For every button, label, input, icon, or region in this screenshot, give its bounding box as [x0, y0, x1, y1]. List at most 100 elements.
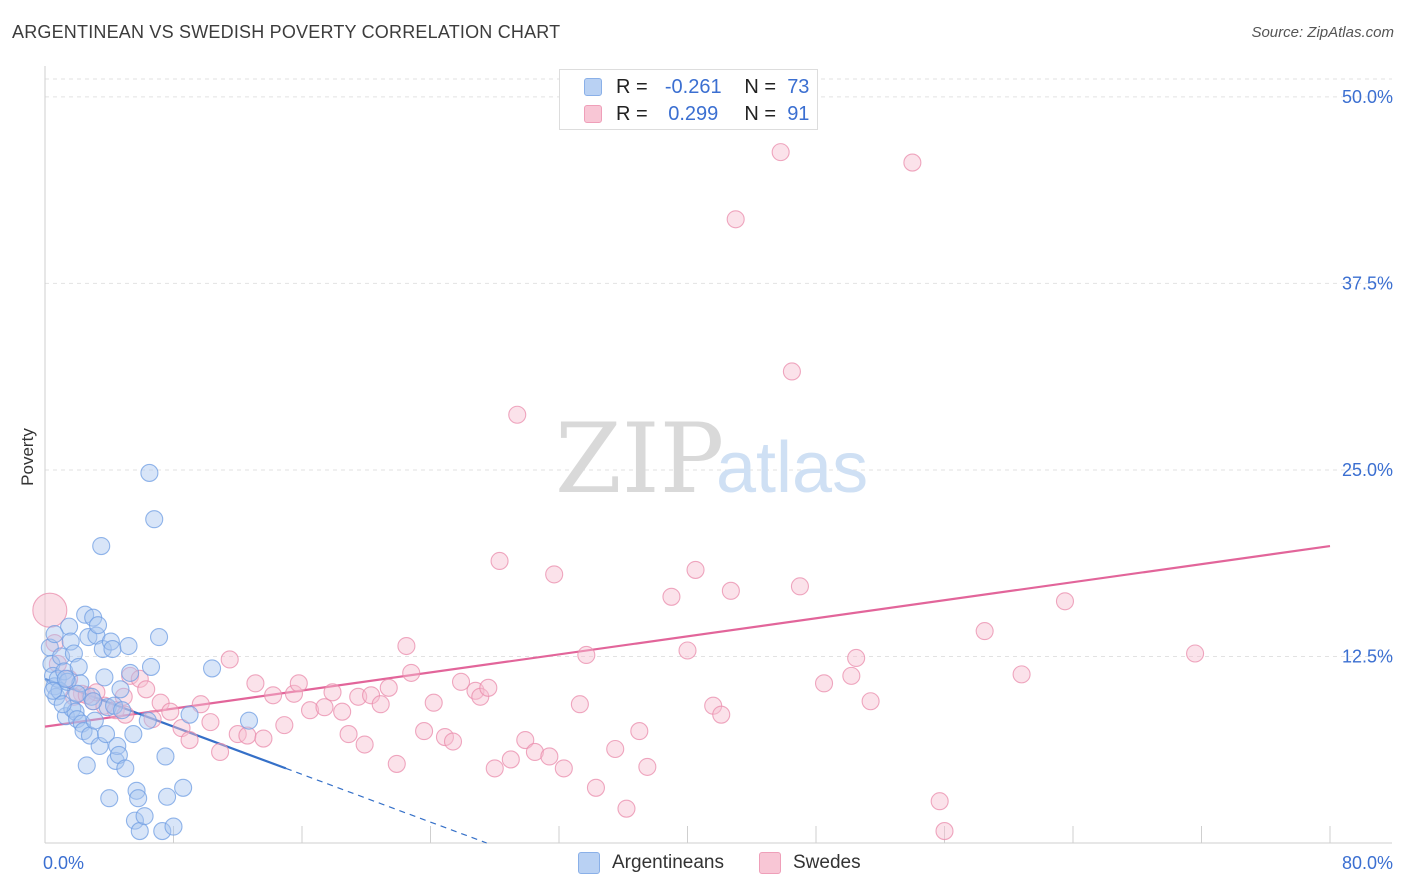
y-tick-label: 12.5%	[1342, 646, 1393, 666]
point-swedes	[686, 560, 705, 579]
point-swedes	[508, 405, 527, 424]
point-swedes	[355, 735, 374, 754]
point-swedes	[333, 702, 352, 721]
legend-label: Argentineans	[612, 852, 724, 873]
point-swedes	[339, 725, 358, 744]
point-swedes	[501, 750, 520, 769]
data-points	[32, 143, 1205, 841]
blue-swatch	[578, 852, 600, 874]
point-swedes	[137, 680, 156, 699]
point-argentineans	[125, 811, 144, 830]
point-argentineans	[153, 822, 172, 841]
point-swedes	[617, 799, 636, 818]
point-swedes	[1055, 592, 1075, 611]
point-swedes	[545, 565, 564, 584]
point-argentineans	[77, 756, 96, 775]
legend-item-swedes[interactable]: Swedes	[759, 852, 861, 874]
blue-swatch	[584, 78, 602, 96]
point-argentineans	[60, 617, 79, 636]
point-swedes	[397, 636, 416, 656]
point-argentineans	[121, 663, 140, 682]
point-argentineans	[45, 625, 64, 644]
point-argentineans	[69, 657, 88, 676]
point-swedes	[586, 778, 605, 797]
n-label: N =	[744, 75, 777, 98]
source-label: Source: ZipAtlas.com	[1251, 24, 1394, 41]
point-swedes	[228, 725, 247, 744]
point-swedes	[443, 732, 463, 751]
r-value: 0.299	[668, 102, 719, 125]
point-argentineans	[140, 463, 159, 482]
y-tick-label: 25.0%	[1342, 460, 1393, 480]
point-argentineans	[164, 817, 183, 836]
point-argentineans	[158, 787, 177, 806]
point-swedes	[180, 730, 199, 750]
point-swedes	[1012, 665, 1031, 684]
point-swedes	[254, 729, 273, 748]
point-argentineans	[56, 707, 75, 726]
pink-swatch	[584, 105, 602, 123]
point-swedes	[315, 698, 334, 717]
correlation-legend: R = -0.261 N = 73 R = 0.299 N = 91	[559, 69, 818, 130]
point-swedes	[516, 730, 535, 750]
r-label: R =	[616, 102, 648, 125]
point-swedes	[246, 674, 265, 693]
legend-row-swedes: R = 0.299 N = 91	[584, 102, 809, 126]
trend-line-argentineans-extension	[285, 767, 487, 844]
pink-swatch	[759, 852, 781, 874]
point-swedes	[662, 587, 681, 606]
point-argentineans	[85, 711, 104, 730]
watermark-atlas: atlas	[716, 428, 868, 508]
point-argentineans	[124, 725, 143, 744]
point-swedes	[95, 696, 114, 715]
point-argentineans	[64, 644, 83, 663]
point-argentineans	[100, 789, 119, 808]
point-argentineans	[127, 781, 146, 800]
legend-item-argentineans[interactable]: Argentineans	[578, 852, 724, 874]
point-swedes	[402, 663, 421, 682]
point-swedes	[387, 754, 406, 773]
r-value: -0.261	[664, 75, 722, 98]
tick-labels: 12.5% 25.0% 37.5% 50.0% 0.0% 80.0%	[43, 87, 1393, 873]
point-swedes	[415, 722, 434, 741]
chart-title: ARGENTINEAN VS SWEDISH POVERTY CORRELATI…	[12, 22, 561, 42]
point-swedes	[161, 702, 180, 721]
n-value: 73	[787, 75, 810, 98]
point-swedes	[485, 759, 504, 778]
point-swedes	[275, 716, 294, 735]
point-swedes	[814, 674, 834, 693]
point-swedes	[264, 686, 283, 705]
y-axis-label: Poverty	[18, 428, 37, 486]
point-swedes	[130, 669, 149, 688]
point-swedes	[678, 641, 697, 660]
point-swedes	[577, 645, 596, 665]
point-swedes	[842, 666, 861, 685]
grid-lines	[45, 78, 1392, 657]
trend-lines	[44, 544, 1331, 844]
trend-line-swedes	[44, 544, 1331, 728]
point-argentineans	[149, 628, 169, 647]
point-swedes	[300, 701, 320, 720]
point-swedes	[782, 362, 801, 381]
point-swedes	[284, 684, 304, 703]
point-argentineans	[239, 711, 259, 730]
axes	[44, 66, 1392, 844]
point-swedes	[771, 143, 790, 162]
point-swedes	[554, 759, 573, 778]
series-legend: Argentineans Swedes	[0, 850, 1406, 880]
point-swedes	[424, 693, 443, 712]
point-argentineans	[103, 639, 122, 659]
point-swedes	[975, 622, 994, 641]
point-argentineans	[55, 662, 74, 681]
point-swedes	[191, 695, 210, 714]
point-argentineans	[71, 674, 90, 693]
point-swedes	[847, 648, 866, 668]
point-argentineans	[138, 711, 157, 730]
point-swedes	[323, 683, 342, 702]
point-argentineans	[141, 657, 161, 676]
point-swedes	[201, 713, 220, 732]
point-argentineans	[53, 695, 72, 714]
point-swedes	[935, 822, 954, 841]
r-label: R =	[616, 75, 648, 98]
point-swedes	[379, 678, 398, 697]
